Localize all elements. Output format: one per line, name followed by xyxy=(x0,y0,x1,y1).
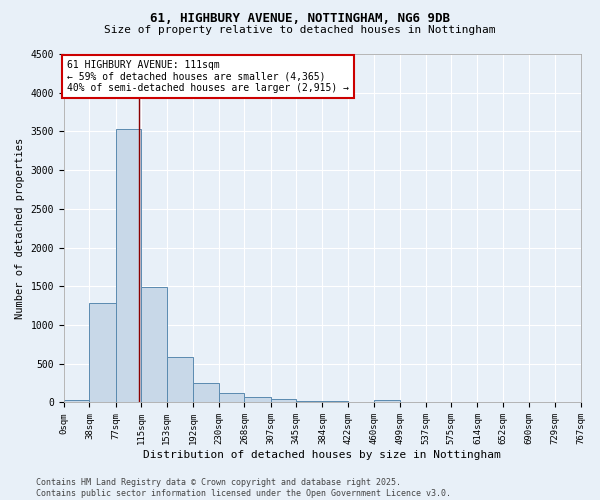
Bar xyxy=(322,400,348,402)
X-axis label: Distribution of detached houses by size in Nottingham: Distribution of detached houses by size … xyxy=(143,450,501,460)
Bar xyxy=(116,129,141,402)
Text: 61, HIGHBURY AVENUE, NOTTINGHAM, NG6 9DB: 61, HIGHBURY AVENUE, NOTTINGHAM, NG6 9DB xyxy=(150,12,450,26)
Bar xyxy=(219,393,244,402)
Text: 61 HIGHBURY AVENUE: 111sqm
← 59% of detached houses are smaller (4,365)
40% of s: 61 HIGHBURY AVENUE: 111sqm ← 59% of deta… xyxy=(67,60,349,94)
Bar xyxy=(64,400,89,402)
Bar xyxy=(89,302,116,402)
Bar xyxy=(374,400,400,402)
Bar xyxy=(296,400,322,402)
Bar xyxy=(167,357,193,403)
Bar xyxy=(271,399,296,402)
Bar xyxy=(193,384,219,402)
Text: Size of property relative to detached houses in Nottingham: Size of property relative to detached ho… xyxy=(104,25,496,35)
Bar xyxy=(244,396,271,402)
Text: Contains HM Land Registry data © Crown copyright and database right 2025.
Contai: Contains HM Land Registry data © Crown c… xyxy=(36,478,451,498)
Y-axis label: Number of detached properties: Number of detached properties xyxy=(15,138,25,319)
Bar xyxy=(141,287,167,403)
